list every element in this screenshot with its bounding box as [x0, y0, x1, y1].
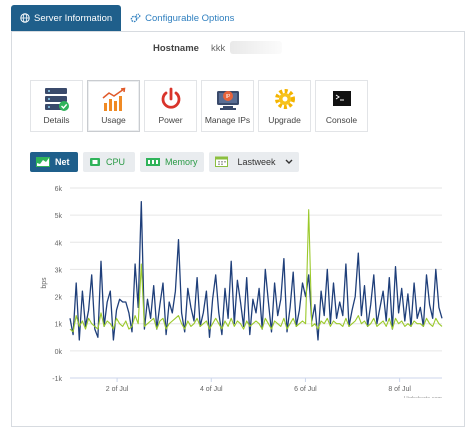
details-button[interactable]: Details	[30, 80, 83, 132]
details-label: Details	[43, 115, 70, 125]
period-selected-value: Lastweek	[237, 157, 276, 167]
tab-memory[interactable]: Memory	[140, 152, 204, 172]
tab-configurable-options[interactable]: Configurable Options	[121, 5, 243, 31]
console-icon	[328, 87, 356, 113]
upgrade-gear-icon	[271, 87, 299, 113]
y-tick-label: 3k	[55, 267, 63, 274]
action-buttons: Details Usage Po	[30, 80, 368, 132]
y-tick-label: 1k	[55, 322, 63, 329]
y-tick-label: 4k	[55, 240, 63, 247]
hostname-label: Hostname	[153, 43, 199, 54]
y-tick-label: 6k	[55, 186, 63, 193]
y-tick-label: 5k	[55, 213, 63, 220]
power-button[interactable]: Power	[144, 80, 197, 132]
globe-icon	[20, 13, 30, 23]
cpu-icon	[89, 157, 101, 167]
upgrade-button[interactable]: Upgrade	[258, 80, 311, 132]
series-out-line	[69, 200, 443, 341]
console-label: Console	[325, 115, 358, 125]
net-chart-icon	[36, 157, 50, 167]
manage-ips-icon: IP	[214, 87, 242, 113]
y-axis-label: bps	[41, 277, 48, 289]
chevron-down-icon	[285, 157, 293, 167]
usage-tabs: Net CPU Memory Lastweek	[30, 152, 299, 172]
y-tick-label: 2k	[55, 295, 63, 302]
upgrade-label: Upgrade	[268, 115, 301, 125]
power-icon	[157, 87, 185, 113]
period-select[interactable]: Lastweek	[209, 152, 299, 172]
net-usage-chart: -1k 0k 1k 2k 3k 4k 5k 6k bps 2 of Jul 4 of Jul 6 of…	[41, 186, 443, 398]
tab-server-information-label: Server Information	[34, 12, 113, 24]
x-tick-label: 6 of Jul	[294, 386, 317, 393]
svg-text:IP: IP	[225, 94, 230, 100]
usage-label: Usage	[101, 115, 126, 125]
x-tick-label: 2 of Jul	[106, 386, 129, 393]
server-details-icon	[43, 87, 71, 113]
tab-cpu[interactable]: CPU	[83, 152, 135, 172]
tab-configurable-options-label: Configurable Options	[145, 12, 235, 24]
usage-chart-icon	[100, 87, 128, 113]
series-in-line	[69, 209, 443, 333]
hostname-value: kkk	[211, 43, 226, 54]
y-tick-label: -1k	[52, 376, 62, 383]
power-label: Power	[158, 115, 183, 125]
console-button[interactable]: Console	[315, 80, 368, 132]
x-tick-label: 8 of Jul	[388, 386, 411, 393]
hostname-redaction	[230, 41, 282, 54]
server-tabs: Server Information Configurable Options	[11, 5, 243, 31]
tab-net-label: Net	[55, 157, 70, 167]
tab-server-information[interactable]: Server Information	[11, 5, 122, 31]
manage-ips-label: Manage IPs	[204, 115, 251, 125]
cogs-icon	[130, 13, 141, 23]
server-information-panel: Hostname kkk Details	[11, 31, 465, 427]
tab-memory-label: Memory	[165, 157, 198, 167]
chart-credit: Highcharts.com	[404, 396, 443, 398]
calendar-icon	[215, 156, 228, 169]
x-tick-label: 4 of Jul	[200, 386, 223, 393]
memory-icon	[146, 157, 160, 167]
tab-cpu-label: CPU	[106, 157, 126, 167]
tab-net[interactable]: Net	[30, 152, 78, 172]
y-tick-label: 0k	[55, 349, 63, 356]
manage-ips-button[interactable]: IP Manage IPs	[201, 80, 254, 132]
usage-button[interactable]: Usage	[87, 80, 140, 132]
